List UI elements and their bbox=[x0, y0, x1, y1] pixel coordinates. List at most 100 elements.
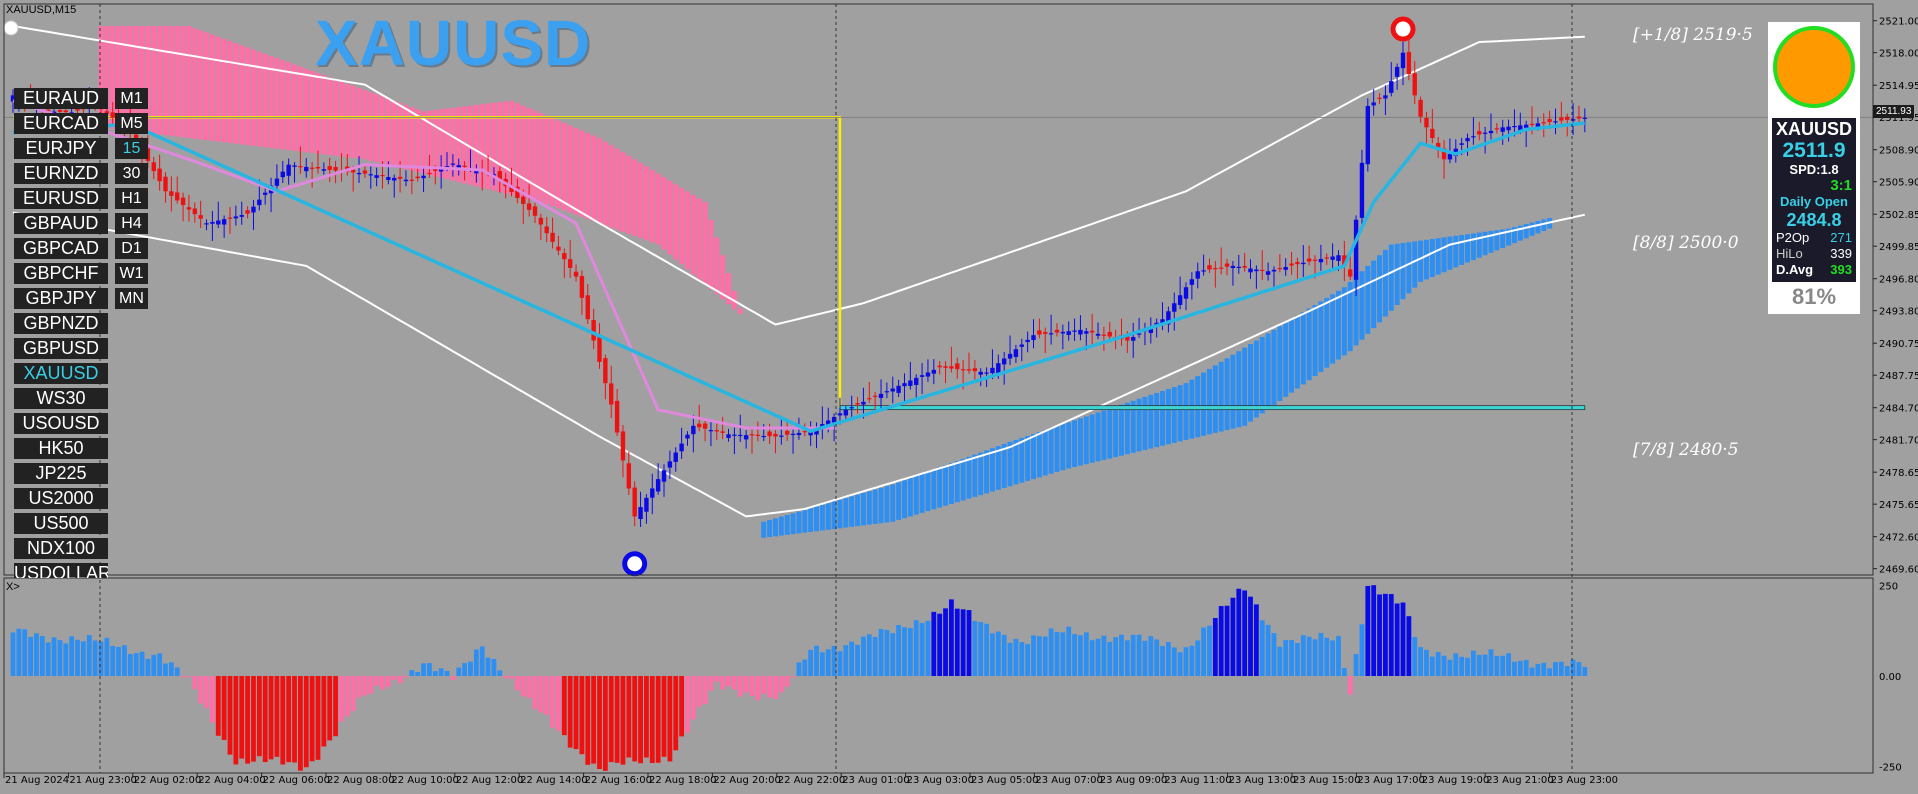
time-tick-label: 21 Aug 2024 bbox=[5, 775, 69, 786]
symbol-button-gbpcad[interactable]: GBPCAD bbox=[14, 238, 108, 259]
histogram-bar bbox=[444, 670, 450, 676]
price-tick-label: 2493.80 bbox=[1879, 307, 1918, 318]
histogram-bar bbox=[1242, 590, 1248, 676]
symbol-button-gbpchf[interactable]: GBPCHF bbox=[14, 263, 108, 284]
histogram-bar bbox=[673, 676, 679, 751]
symbol-button-hk50[interactable]: HK50 bbox=[14, 438, 108, 459]
symbol-button-euraud[interactable]: EURAUD bbox=[14, 88, 108, 109]
histogram-bar bbox=[1042, 636, 1048, 676]
cloud-bar bbox=[585, 133, 591, 220]
histogram-bar bbox=[1300, 635, 1306, 676]
histogram-bar bbox=[69, 636, 75, 676]
cloud-bar bbox=[673, 184, 679, 260]
histogram-bar bbox=[1576, 662, 1582, 676]
histogram-bar bbox=[356, 676, 362, 698]
symbol-button-eurusd[interactable]: EURUSD bbox=[14, 188, 108, 209]
timeframe-button-m5[interactable]: M5 bbox=[115, 113, 148, 134]
histogram-bar bbox=[708, 676, 714, 691]
timeframe-button-mn[interactable]: MN bbox=[115, 288, 148, 309]
symbol-button-gbpnzd[interactable]: GBPNZD bbox=[14, 313, 108, 334]
price-tick-label: 2475.65 bbox=[1879, 500, 1918, 511]
candle-body bbox=[1523, 124, 1529, 128]
cloud-bar bbox=[1482, 231, 1488, 256]
symbol-button-eurnzd[interactable]: EURNZD bbox=[14, 163, 108, 184]
histogram-bar bbox=[292, 676, 297, 763]
candle-body bbox=[309, 167, 315, 169]
cloud-bar bbox=[761, 521, 767, 538]
symbol-button-eurjpy[interactable]: EURJPY bbox=[14, 138, 108, 159]
symbol-button-xauusd[interactable]: XAUUSD bbox=[14, 363, 108, 384]
cloud-bar bbox=[180, 26, 186, 138]
status-circle-icon bbox=[1773, 26, 1855, 108]
symbol-button-ndx100[interactable]: NDX100 bbox=[14, 538, 108, 559]
timeframe-button-30[interactable]: 30 bbox=[115, 163, 148, 184]
cloud-bar bbox=[608, 145, 614, 228]
histogram-bar bbox=[1424, 649, 1429, 676]
symbol-button-jp225[interactable]: JP225 bbox=[14, 463, 108, 484]
cloud-bar bbox=[309, 70, 315, 153]
symbol-button-ws30[interactable]: WS30 bbox=[14, 388, 108, 409]
timeframe-button-w1[interactable]: W1 bbox=[115, 263, 148, 284]
cloud-bar bbox=[1406, 242, 1412, 294]
candle-body bbox=[908, 380, 913, 386]
symbol-button-usdollar[interactable]: USDOLLAR bbox=[14, 563, 108, 578]
histogram-bar bbox=[902, 627, 907, 676]
symbol-button-eurcad[interactable]: EURCAD bbox=[14, 113, 108, 134]
symbol-button-gbpaud[interactable]: GBPAUD bbox=[14, 213, 108, 234]
histogram-bar bbox=[514, 676, 520, 691]
candle-body bbox=[896, 385, 901, 393]
histogram-bar bbox=[1113, 637, 1119, 676]
histogram-bar bbox=[655, 676, 661, 763]
candle-body bbox=[444, 166, 450, 168]
candle-body bbox=[321, 169, 327, 171]
candle-body bbox=[186, 207, 192, 210]
cloud-bar bbox=[567, 125, 573, 213]
cloud-bar bbox=[204, 32, 210, 141]
cloud-bar bbox=[110, 26, 116, 129]
candle-body bbox=[655, 479, 661, 492]
histogram-subplot bbox=[10, 585, 1588, 771]
cloud-bar bbox=[503, 101, 509, 194]
histogram-bar bbox=[268, 676, 274, 760]
symbol-button-usousd[interactable]: USOUSD bbox=[14, 413, 108, 434]
cloud-bar bbox=[1101, 410, 1107, 460]
histogram-bar bbox=[497, 670, 503, 676]
candle-body bbox=[221, 219, 227, 225]
axes: 2521.00 2518.00 2514.95 2511.95 2508.90 2505.… bbox=[3, 3, 1918, 786]
candle-body bbox=[620, 431, 626, 461]
timeframe-button-m1[interactable]: M1 bbox=[115, 88, 148, 109]
timeframe-button-15[interactable]: 15 bbox=[115, 138, 148, 159]
histogram-bar bbox=[1177, 652, 1183, 676]
price-tick-label: 2478.65 bbox=[1879, 468, 1918, 479]
cloud-bar bbox=[1242, 347, 1248, 426]
time-tick-label: 22 Aug 04:00 bbox=[198, 775, 265, 786]
timeframe-button-h4[interactable]: H4 bbox=[115, 213, 148, 234]
cloud-bar bbox=[116, 26, 122, 130]
symbol-button-us2000[interactable]: US2000 bbox=[14, 488, 108, 509]
candle-body bbox=[1136, 333, 1142, 335]
symbol-button-us500[interactable]: US500 bbox=[14, 513, 108, 534]
histogram-bar bbox=[679, 676, 685, 737]
candle-body bbox=[1043, 331, 1048, 334]
cloud-bar bbox=[1054, 426, 1060, 473]
histogram-bar bbox=[1277, 646, 1283, 676]
symbol-button-gbpusd[interactable]: GBPUSD bbox=[14, 338, 108, 359]
candle-body bbox=[315, 166, 321, 169]
timeframe-button-d1[interactable]: D1 bbox=[115, 238, 148, 259]
cloud-bar bbox=[989, 448, 995, 492]
timeframe-button-h1[interactable]: H1 bbox=[115, 188, 148, 209]
cloud-bar bbox=[262, 53, 268, 148]
cloud-bar bbox=[1511, 227, 1517, 244]
histogram-bar bbox=[427, 663, 432, 676]
histogram-bar bbox=[749, 676, 755, 697]
histogram-bar bbox=[943, 608, 948, 676]
cloud-bar bbox=[849, 496, 855, 527]
histogram-bar bbox=[1019, 642, 1025, 676]
cloud-bar bbox=[837, 499, 843, 529]
candle-body bbox=[1500, 127, 1505, 132]
histogram-bar bbox=[702, 676, 708, 705]
symbol-button-gbpjpy[interactable]: GBPJPY bbox=[14, 288, 108, 309]
histogram-bar bbox=[1189, 645, 1195, 676]
histogram-bar bbox=[649, 676, 655, 764]
candle-body bbox=[972, 368, 978, 372]
